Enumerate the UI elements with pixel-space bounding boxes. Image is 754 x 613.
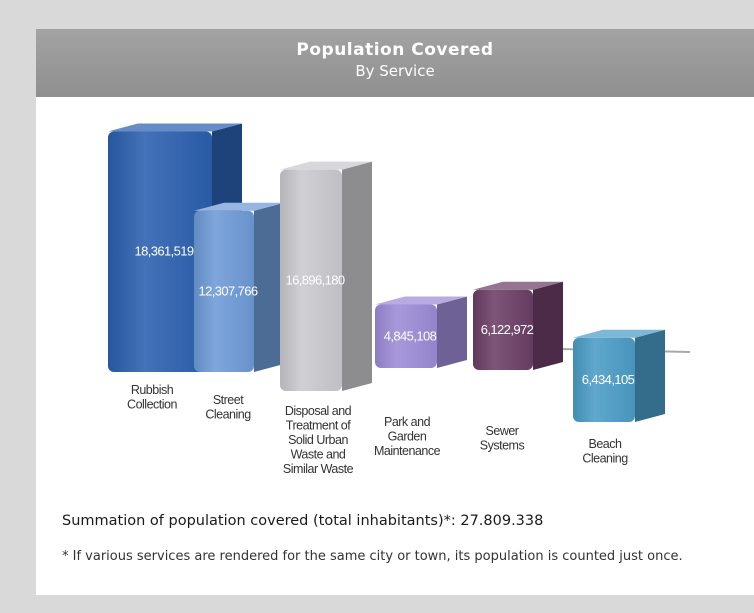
bar-front-0 bbox=[108, 131, 212, 372]
bar-side-2 bbox=[342, 161, 372, 391]
bar-side-4 bbox=[533, 281, 563, 370]
footnote-text: * If various services are rendered for t… bbox=[62, 549, 683, 564]
bar-value-label-1: 12,307,766 bbox=[198, 283, 257, 298]
category-label-4: Sewer Systems bbox=[480, 424, 525, 453]
bar-front-5 bbox=[573, 337, 635, 422]
bar-top-0 bbox=[108, 123, 242, 132]
bar-front-4 bbox=[473, 289, 533, 370]
bar-top-5 bbox=[573, 329, 665, 338]
category-label-5: Beach Cleaning bbox=[582, 437, 628, 466]
bar-value-label-4: 6,122,972 bbox=[481, 322, 534, 337]
bar-front-2 bbox=[280, 169, 342, 391]
bar-top-1 bbox=[194, 202, 284, 211]
bar-value-label-5: 6,434,105 bbox=[582, 372, 635, 387]
bar-side-3 bbox=[437, 296, 467, 368]
bar-side-1 bbox=[254, 202, 284, 372]
category-label-0: Rubbish Collection bbox=[127, 383, 177, 412]
chart-subtitle: By Service bbox=[355, 62, 435, 80]
bar-front-1 bbox=[194, 210, 254, 372]
bar-top-3 bbox=[375, 296, 467, 305]
bar-5: 6,434,105 bbox=[573, 329, 665, 422]
bar-value-label-2: 16,896,180 bbox=[285, 272, 344, 287]
bar-1: 12,307,766 bbox=[194, 202, 284, 372]
bar-3: 4,845,108 bbox=[375, 296, 467, 368]
bar-4: 6,122,972 bbox=[473, 281, 563, 370]
chart-header: Population Covered By Service bbox=[36, 29, 754, 97]
bar-side-5 bbox=[635, 329, 665, 422]
bar-top-2 bbox=[280, 161, 372, 170]
bar-top-4 bbox=[473, 281, 563, 290]
bar-value-label-0: 18,361,519 bbox=[134, 244, 193, 259]
summary-text: Summation of population covered (total i… bbox=[62, 513, 544, 529]
category-label-3: Park and Garden Maintenance bbox=[374, 415, 441, 458]
category-label-1: Street Cleaning bbox=[205, 393, 251, 422]
chart-title: Population Covered bbox=[296, 40, 494, 60]
bar-front-3 bbox=[375, 304, 437, 368]
bar-2: 16,896,180 bbox=[280, 161, 372, 391]
bar-value-label-3: 4,845,108 bbox=[384, 328, 437, 343]
category-label-2: Disposal and Treatment of Solid Urban Waste… bbox=[283, 404, 354, 476]
